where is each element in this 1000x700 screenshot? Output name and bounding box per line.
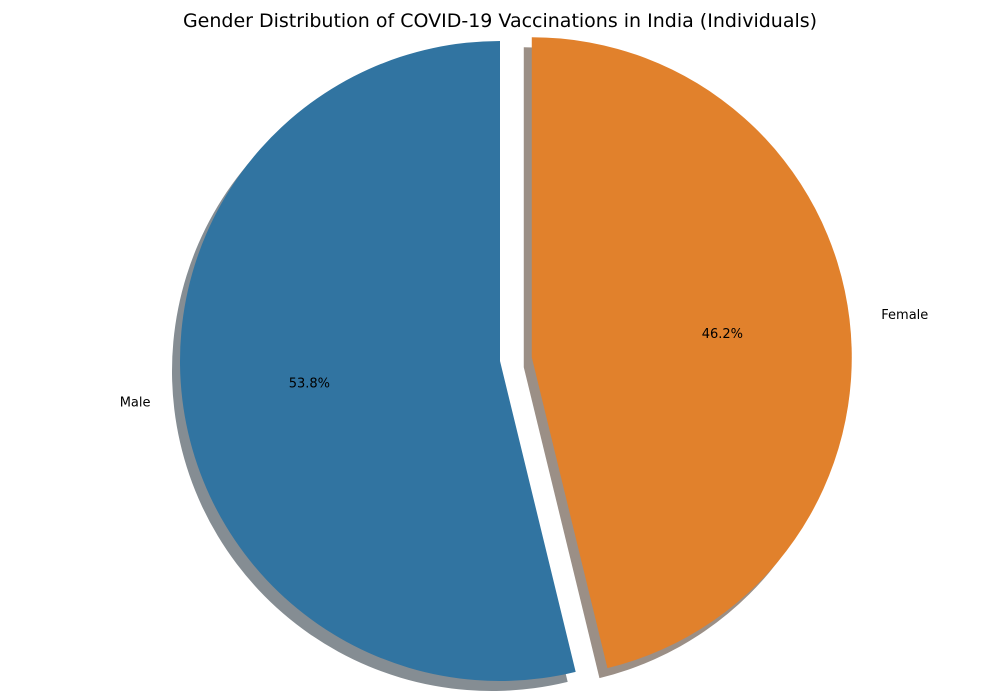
pie-slice-female (531, 37, 852, 669)
pct-label-female: 46.2% (702, 327, 743, 342)
slice-label-male: Male (120, 395, 151, 410)
pct-label-male: 53.8% (289, 376, 330, 391)
slice-label-female: Female (881, 308, 928, 323)
slice-layer (180, 37, 852, 681)
label-layer: Male 53.8% Female 46.2% (120, 308, 929, 411)
chart-title: Gender Distribution of COVID-19 Vaccinat… (182, 10, 818, 32)
pie-slice-male (180, 41, 576, 681)
